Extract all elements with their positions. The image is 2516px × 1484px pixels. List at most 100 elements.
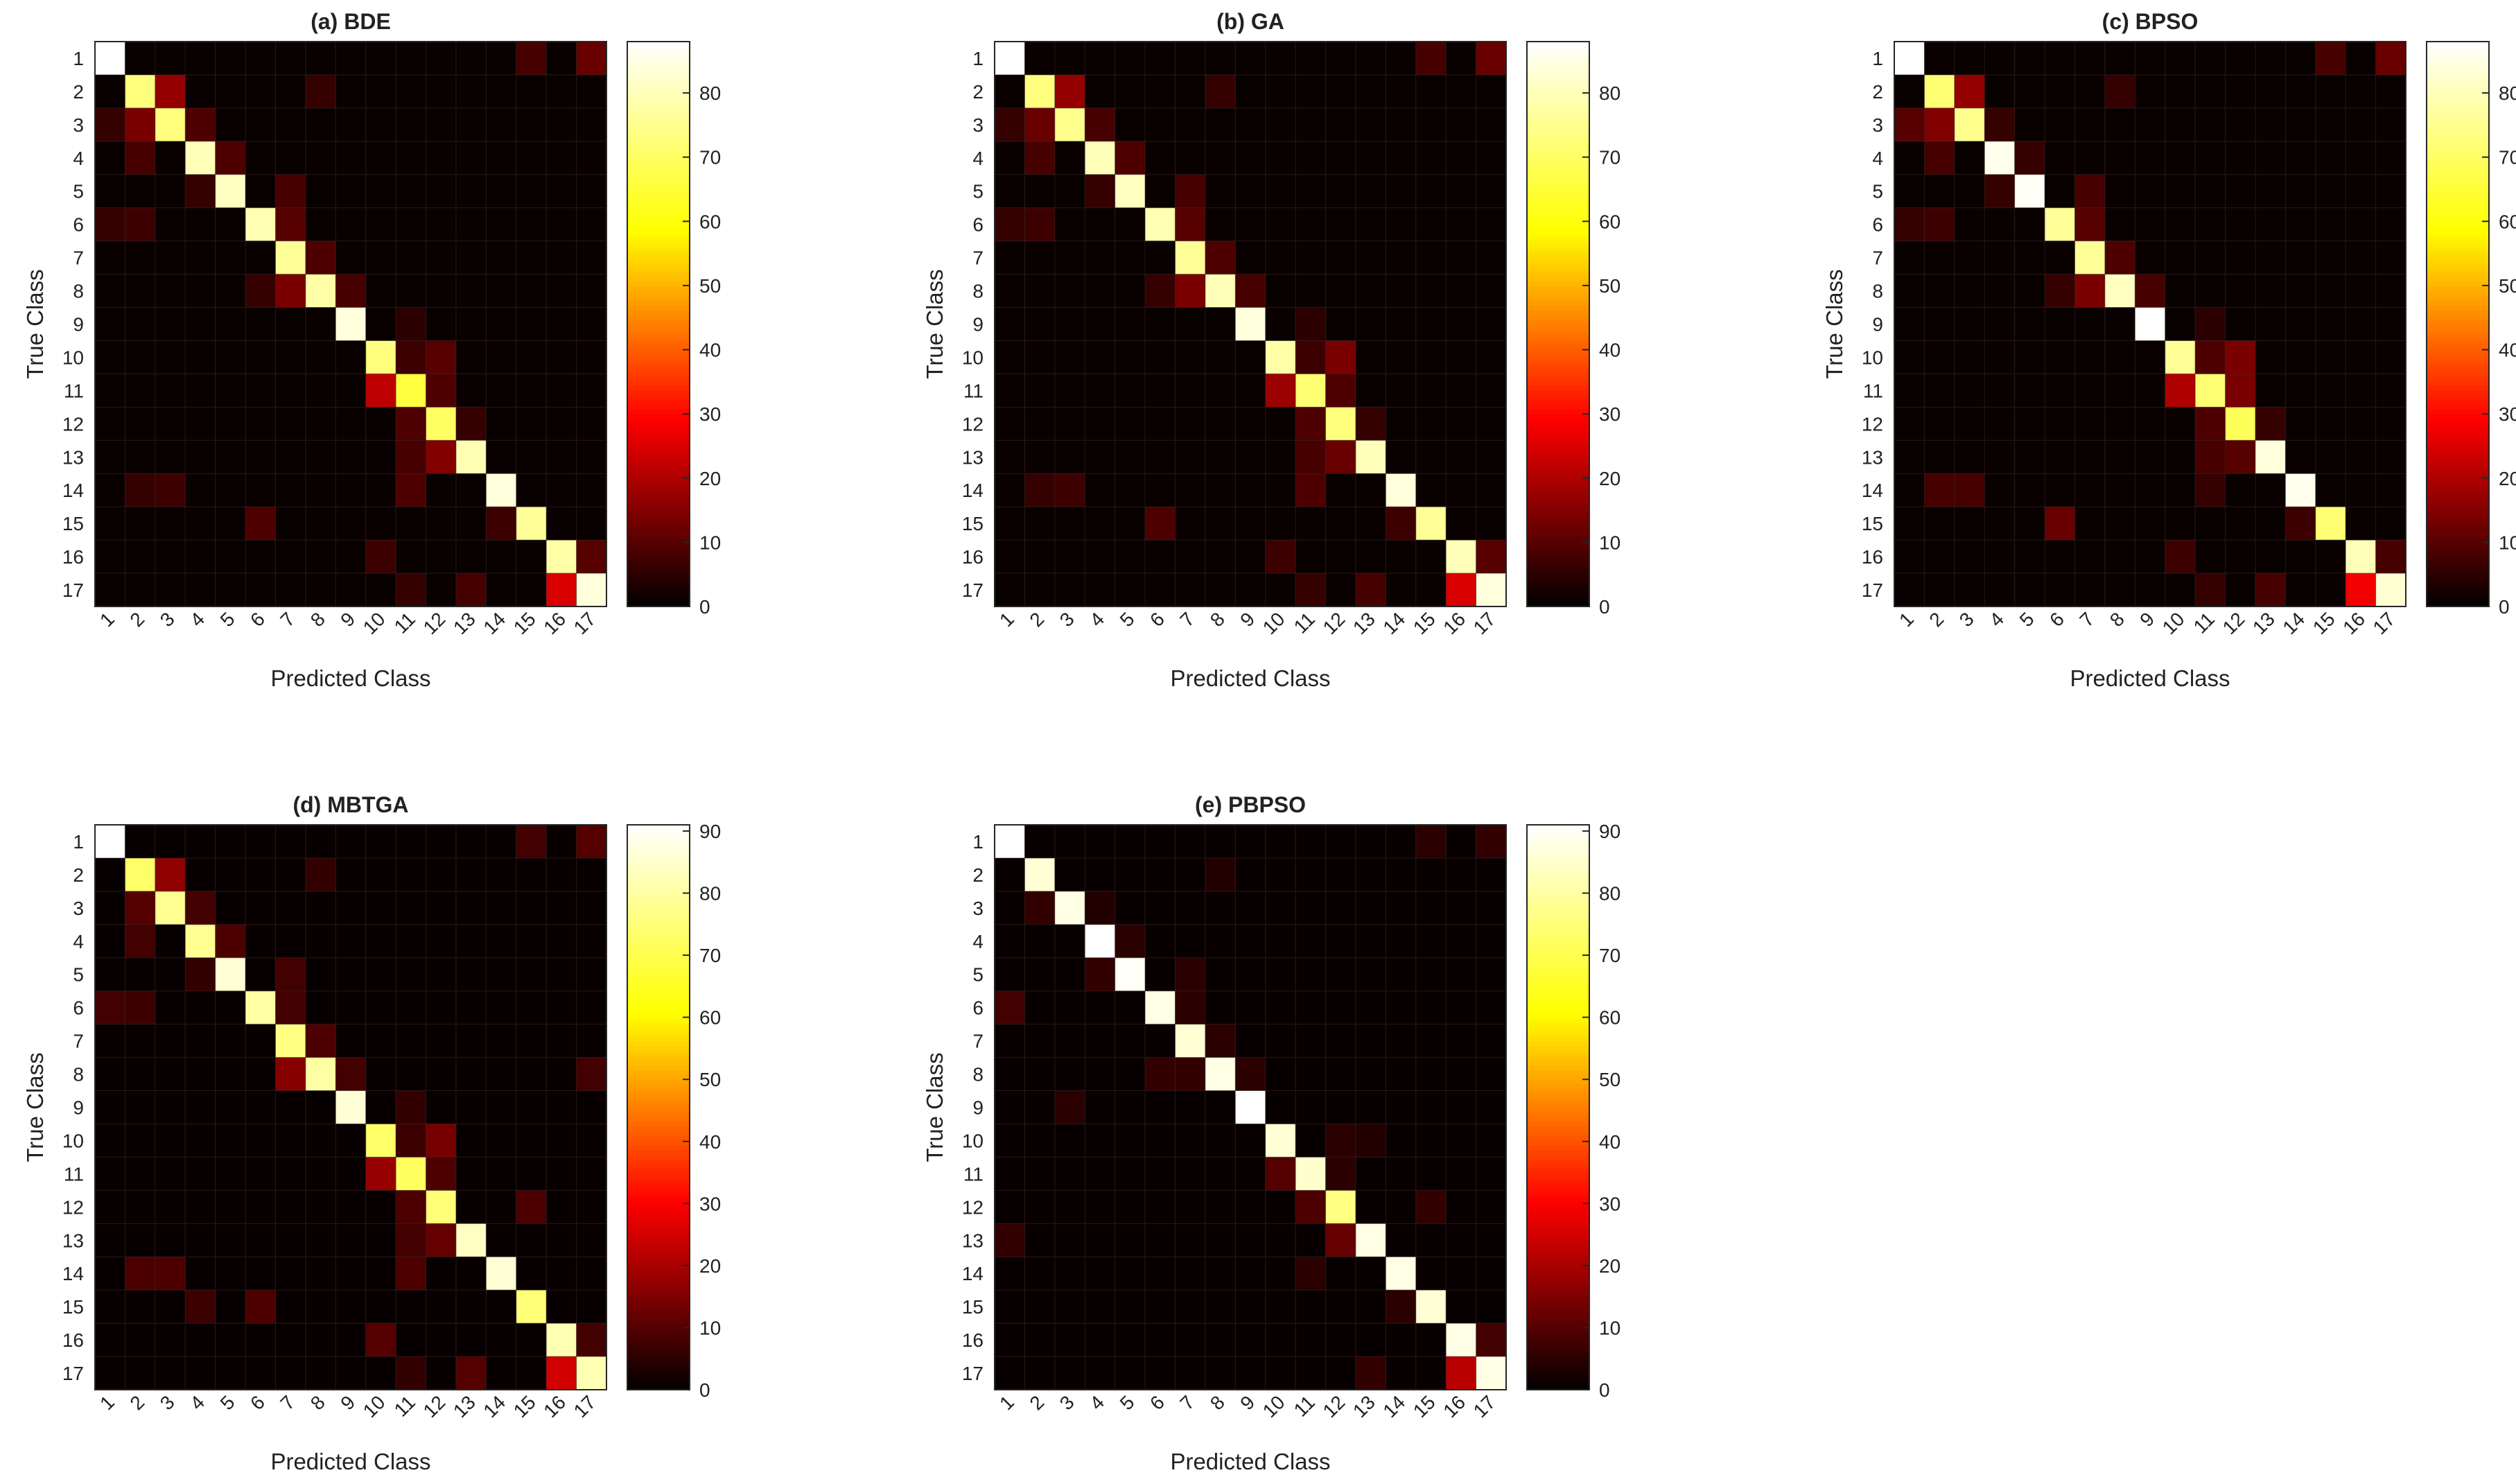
y-tick-label: 13 xyxy=(62,1230,84,1251)
x-tick-label: 16 xyxy=(2339,608,2369,638)
colorbar-segment xyxy=(1527,867,1589,873)
colorbar-segment xyxy=(627,442,690,447)
heatmap-cell xyxy=(1085,174,1116,209)
heatmap-cell xyxy=(396,374,427,408)
heatmap-cell xyxy=(305,440,336,474)
heatmap-cell xyxy=(1476,74,1507,109)
heatmap-cell xyxy=(486,1157,517,1191)
heatmap-cell xyxy=(305,340,336,374)
heatmap-cell xyxy=(1954,573,1985,607)
y-tick-label: 3 xyxy=(972,114,984,136)
heatmap-cell xyxy=(2014,74,2045,109)
heatmap-cell xyxy=(1205,825,1236,859)
heatmap-cell xyxy=(125,1323,156,1357)
heatmap-cell xyxy=(2074,42,2106,76)
heatmap-cell xyxy=(2165,473,2196,507)
heatmap-cell xyxy=(1205,1257,1236,1291)
colorbar-segment xyxy=(2427,564,2489,570)
heatmap-cell xyxy=(1476,440,1507,474)
heatmap-cell xyxy=(215,1257,246,1291)
heatmap-cell xyxy=(426,990,457,1025)
colorbar-segment xyxy=(627,329,690,334)
colorbar-segment xyxy=(1527,494,1589,499)
heatmap-cell xyxy=(1024,74,1056,109)
heatmap-cell xyxy=(1145,540,1176,574)
heatmap-cell xyxy=(995,1090,1025,1124)
colorbar-segment xyxy=(627,839,690,844)
heatmap-cell xyxy=(365,891,396,925)
heatmap-cell xyxy=(365,957,396,992)
heatmap-cell xyxy=(455,374,487,408)
heatmap-cell xyxy=(546,241,577,275)
heatmap-cell xyxy=(1085,473,1116,507)
colorbar-segment xyxy=(1527,281,1589,287)
x-tick-label: 4 xyxy=(1085,608,1108,631)
heatmap-cell xyxy=(95,207,125,242)
colorbar-segment xyxy=(627,455,690,462)
colorbar-segment xyxy=(627,1370,690,1377)
heatmap-cell xyxy=(1355,141,1386,175)
heatmap-cell xyxy=(1145,307,1176,341)
colorbar-segment xyxy=(627,587,690,593)
heatmap-cell xyxy=(2375,307,2406,341)
heatmap-cell xyxy=(1415,857,1447,892)
heatmap-cell xyxy=(1446,573,1477,607)
heatmap-cell xyxy=(426,1257,457,1291)
colorbar-segment xyxy=(1527,1093,1589,1099)
colorbar-segment xyxy=(1527,1328,1589,1334)
heatmap-cell xyxy=(245,1057,276,1092)
heatmap-cell xyxy=(995,1024,1025,1058)
heatmap-cell xyxy=(1476,1223,1507,1257)
heatmap-cell xyxy=(1355,540,1386,574)
heatmap-cell xyxy=(2315,573,2346,607)
heatmap-cell xyxy=(1476,207,1507,242)
heatmap-cell xyxy=(455,473,487,507)
x-tick-label: 12 xyxy=(1319,1391,1349,1422)
colorbar-segment xyxy=(1527,192,1589,198)
heatmap-cell xyxy=(1085,241,1116,275)
x-tick-label: 9 xyxy=(336,608,359,631)
heatmap-cell xyxy=(426,1190,457,1224)
heatmap-cell xyxy=(1265,107,1296,142)
heatmap-cell xyxy=(2285,74,2316,109)
heatmap-cell xyxy=(1235,1356,1266,1390)
colorbar-tick-label: 90 xyxy=(1599,821,1620,842)
colorbar-segment xyxy=(2427,329,2489,334)
heatmap-cell xyxy=(1954,241,1985,275)
heatmap-cell xyxy=(1054,990,1085,1025)
heatmap-cell xyxy=(1265,174,1296,209)
colorbar-segment xyxy=(1527,357,1589,363)
colorbar-segment xyxy=(2427,140,2489,146)
heatmap-cell xyxy=(2375,374,2406,408)
heatmap-cell xyxy=(2315,540,2346,574)
heatmap-cell xyxy=(1325,540,1356,574)
colorbar-segment xyxy=(627,1088,690,1094)
heatmap-cell xyxy=(95,42,125,76)
heatmap-cell xyxy=(2135,440,2166,474)
colorbar-segment xyxy=(627,253,690,259)
x-tick-label: 9 xyxy=(2135,608,2158,631)
heatmap-cell xyxy=(995,473,1025,507)
colorbar-segment xyxy=(1527,1300,1589,1306)
colorbar-segment xyxy=(1527,1370,1589,1377)
colorbar-segment xyxy=(627,1262,690,1268)
heatmap-cell xyxy=(2375,407,2406,441)
colorbar-segment xyxy=(1527,966,1589,972)
heatmap-cell xyxy=(2045,274,2075,308)
heatmap-cell xyxy=(2165,374,2196,408)
heatmap-cell xyxy=(1415,540,1447,574)
colorbar-segment xyxy=(627,64,690,71)
heatmap-cell xyxy=(305,1290,336,1324)
colorbar-segment xyxy=(1527,1366,1589,1372)
heatmap-cell xyxy=(2255,307,2286,341)
heatmap-cell xyxy=(155,924,186,959)
heatmap-cell xyxy=(95,374,125,408)
colorbar-segment xyxy=(1527,853,1589,859)
heatmap-cell xyxy=(335,540,367,574)
heatmap-cell xyxy=(426,507,457,541)
heatmap-cell xyxy=(455,857,487,892)
colorbar-segment xyxy=(1527,970,1589,976)
heatmap-cell xyxy=(1476,1323,1507,1357)
heatmap-cell xyxy=(1175,924,1206,959)
heatmap-cell xyxy=(1115,307,1146,341)
